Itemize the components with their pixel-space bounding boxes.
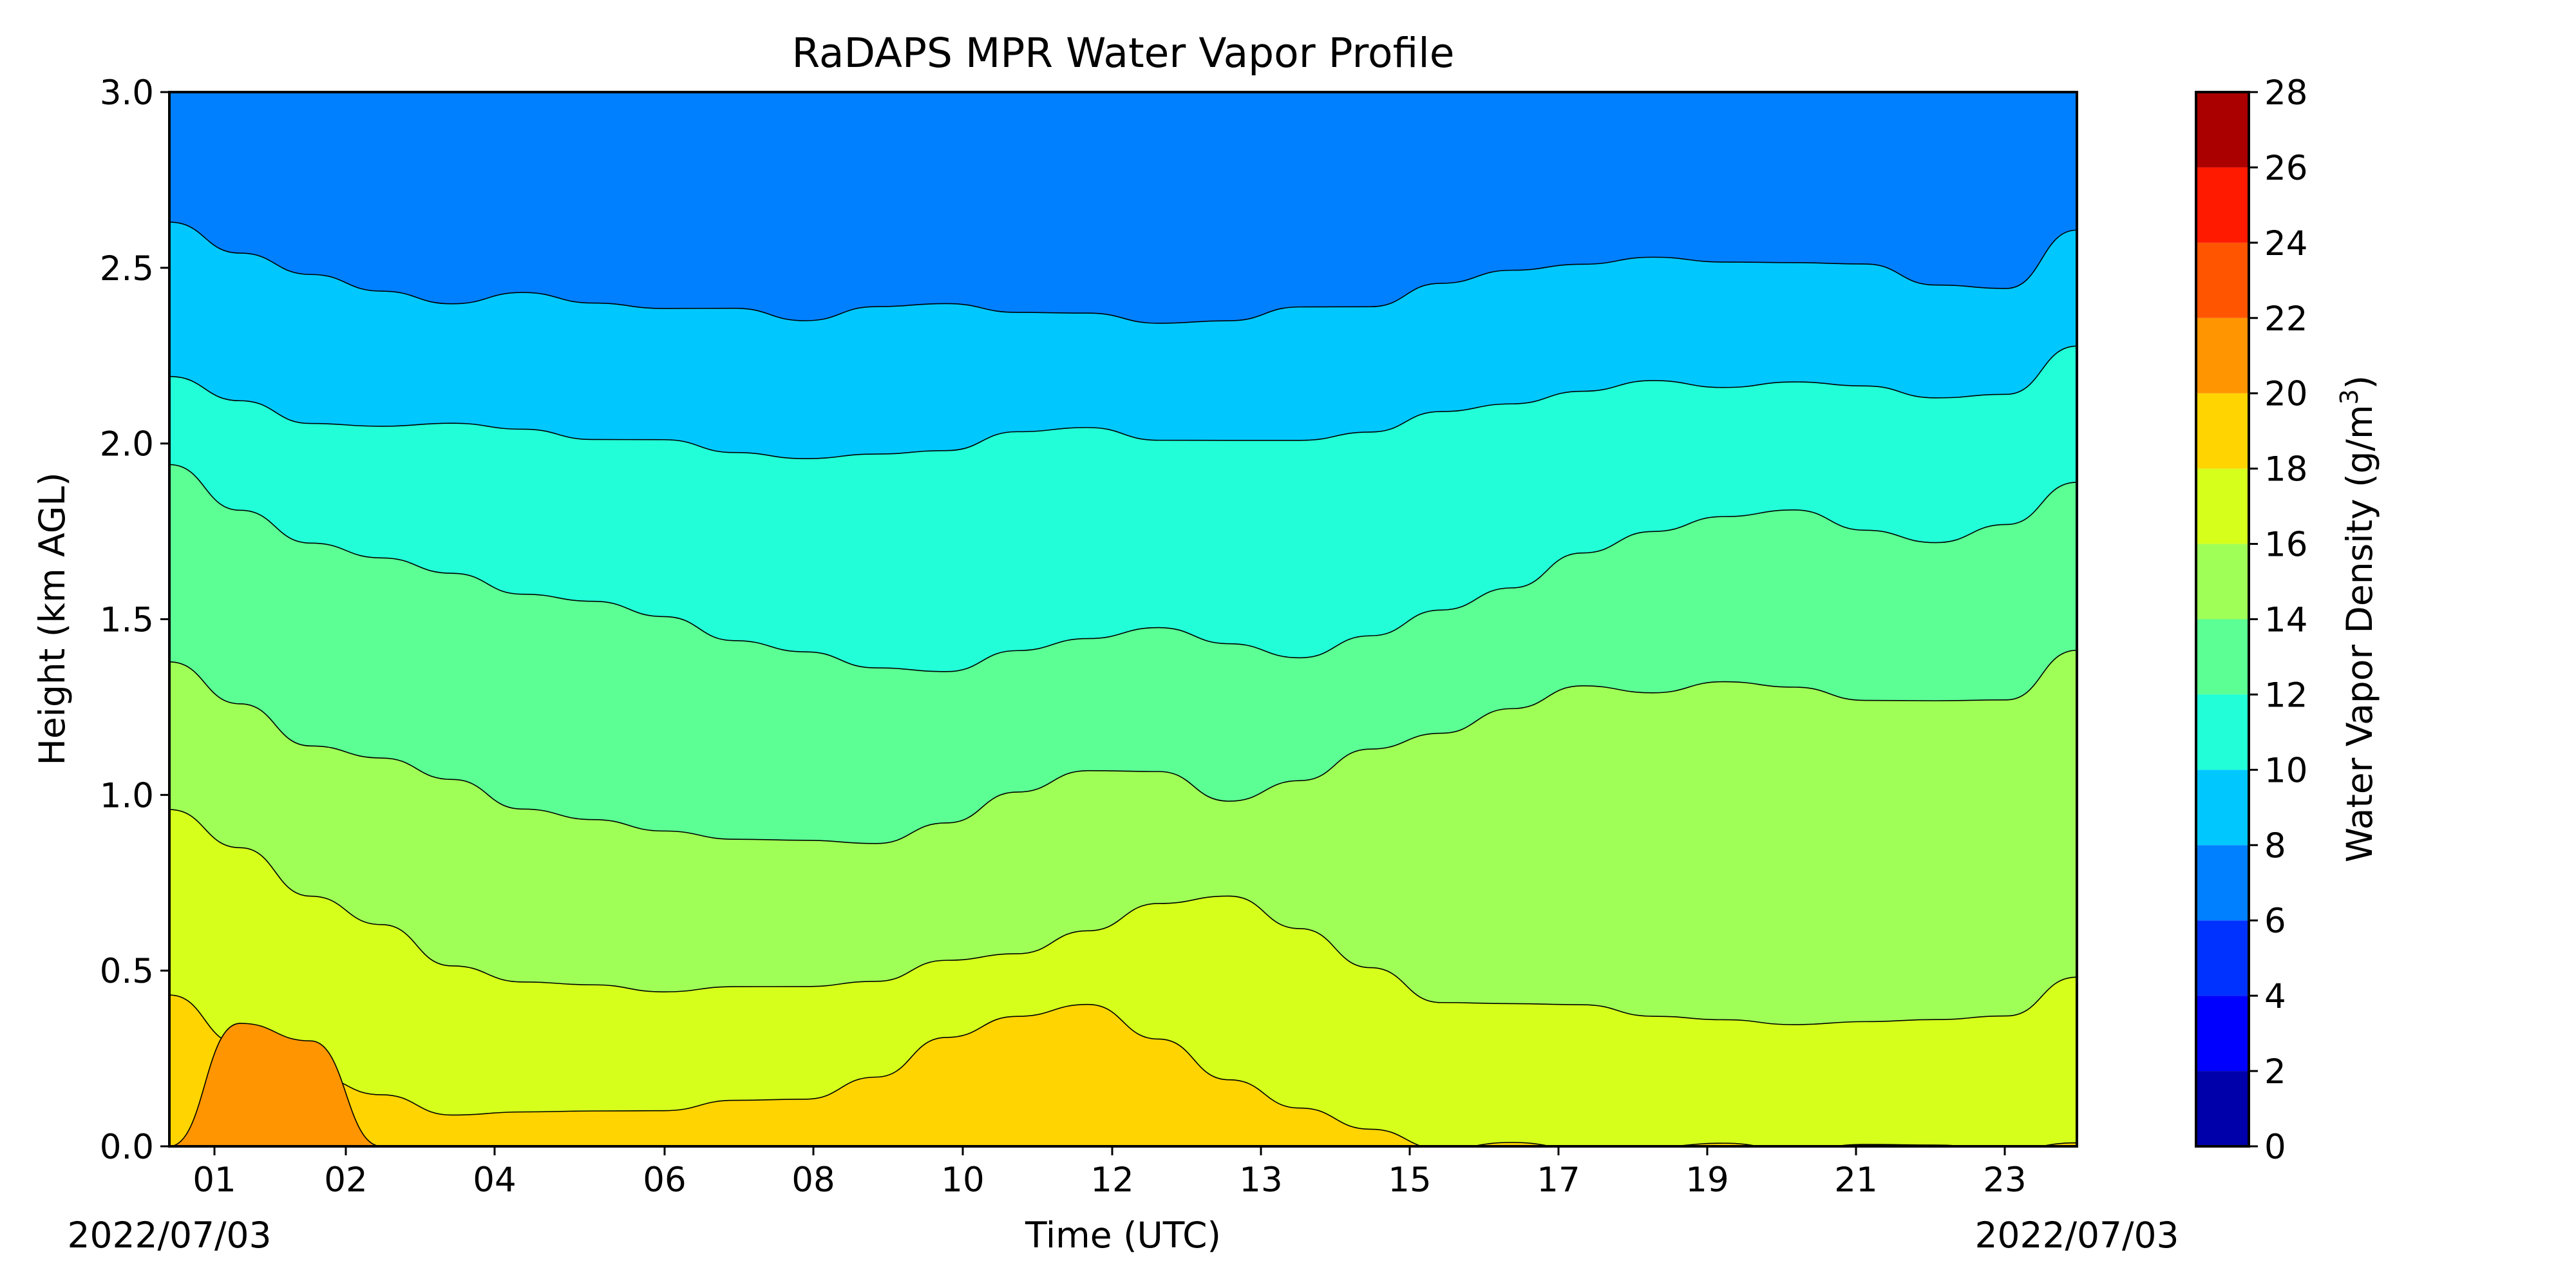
colorbar-label-main: Water Vapor Density (g/m: [2339, 404, 2380, 862]
x-tick-label: 01: [193, 1160, 236, 1200]
colorbar-tick-label: 24: [2264, 224, 2307, 263]
colorbar-tick-label: 0: [2264, 1128, 2286, 1167]
colorbar-tick-label: 8: [2264, 826, 2286, 866]
x-tick-label: 06: [643, 1160, 686, 1200]
colorbar-tick-label: 20: [2264, 375, 2307, 414]
colorbar-label-sup: 3: [2335, 389, 2363, 404]
y-tick-label: 0.5: [100, 952, 154, 991]
y-tick-label: 1.0: [100, 776, 154, 815]
contour-band-14: [169, 809, 2077, 1146]
colorbar-label-end: ): [2339, 375, 2380, 389]
colorbar-swatch: [2196, 393, 2249, 469]
colorbar-swatch: [2196, 468, 2249, 544]
x-axis: 01 02 04 06 08 10 12 13 15 17 19 21 23: [193, 1146, 2027, 1200]
colorbar-tick-label: 26: [2264, 149, 2307, 188]
y-axis: 0.0 0.5 1.0 1.5 2.0 2.5 3.0: [100, 73, 169, 1167]
date-right: 2022/07/03: [1975, 1215, 2179, 1256]
x-tick-label: 19: [1685, 1160, 1728, 1200]
chart-title: RaDAPS MPR Water Vapor Profile: [791, 30, 1454, 77]
y-tick-label: 3.0: [100, 73, 154, 113]
colorbar-tick-label: 4: [2264, 977, 2286, 1016]
y-tick-label: 1.5: [100, 601, 154, 640]
x-tick-label: 23: [1983, 1160, 2026, 1200]
colorbar-tick-label: 6: [2264, 902, 2286, 941]
y-axis-label: Height (km AGL): [32, 472, 73, 765]
x-tick-label: 13: [1239, 1160, 1282, 1200]
x-tick-label: 02: [324, 1160, 367, 1200]
colorbar-frame: [2195, 91, 2250, 1148]
colorbar-swatch: [2196, 317, 2249, 393]
contour-band-16: [169, 994, 2077, 1146]
colorbar-swatch: [2196, 167, 2249, 243]
colorbar-swatch: [2196, 996, 2249, 1072]
colorbar-swatch: [2196, 1071, 2249, 1146]
colorbar-swatch: [2196, 920, 2249, 996]
date-left: 2022/07/03: [67, 1215, 271, 1256]
colorbar-swatch: [2196, 694, 2249, 770]
colorbar-tick-label: 16: [2264, 526, 2307, 565]
colorbar-tick-label: 14: [2264, 601, 2307, 640]
contour-field: [169, 92, 2077, 1146]
y-tick-label: 2.5: [100, 249, 154, 289]
y-tick-label: 0.0: [100, 1128, 154, 1167]
colorbar-swatch: [2196, 92, 2249, 167]
colorbar-swatch: [2196, 770, 2249, 846]
colorbar-label: Water Vapor Density (g/m3): [2335, 375, 2380, 863]
colorbar-tick-label: 10: [2264, 751, 2307, 790]
x-tick-label: 21: [1834, 1160, 1877, 1200]
colorbar-swatch: [2196, 544, 2249, 620]
x-tick-label: 10: [941, 1160, 984, 1200]
colorbar-tick-label: 12: [2264, 676, 2307, 715]
x-tick-label: 08: [791, 1160, 835, 1200]
colorbar-swatch: [2196, 619, 2249, 695]
colorbar-tick-label: 18: [2264, 450, 2307, 489]
x-tick-label: 04: [473, 1160, 516, 1200]
colorbar-swatch: [2196, 845, 2249, 921]
y-tick-label: 2.0: [100, 425, 154, 464]
colorbar-tick-label: 22: [2264, 299, 2307, 339]
x-axis-label: Time (UTC): [1025, 1215, 1221, 1256]
x-tick-label: 12: [1090, 1160, 1133, 1200]
colorbar-tick-label: 2: [2264, 1052, 2286, 1092]
colorbar-tick-label: 28: [2264, 73, 2307, 113]
x-tick-label: 17: [1537, 1160, 1580, 1200]
x-tick-label: 15: [1388, 1160, 1431, 1200]
colorbar-swatch: [2196, 242, 2249, 318]
